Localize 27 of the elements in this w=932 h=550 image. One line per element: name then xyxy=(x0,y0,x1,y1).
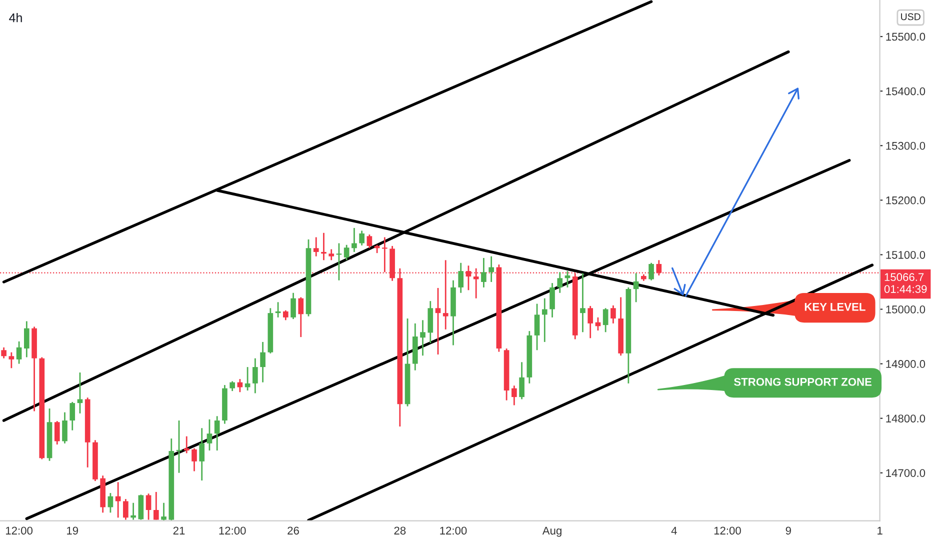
annotation: KEY LEVEL xyxy=(804,303,866,311)
annotation: STRONG SUPPORT ZONE xyxy=(734,378,872,386)
y-tick-label: 14800.0 xyxy=(886,414,926,422)
x-tick-label: 12:00 xyxy=(6,526,33,535)
y-tick-label: 15100.0 xyxy=(886,250,926,259)
x-tick-label: Aug xyxy=(542,526,562,537)
text: 01:44:39 xyxy=(884,285,927,293)
y-tick-label: 15300.0 xyxy=(886,142,926,150)
x-tick-label: 12:00 xyxy=(714,526,741,535)
x-tick-label: 12:00 xyxy=(219,526,246,535)
y-tick-label: 14900.0 xyxy=(886,360,926,368)
x-tick-label: 4 xyxy=(671,526,677,534)
x-tick-label: 26 xyxy=(288,526,299,535)
y-tick-label: 15500.0 xyxy=(886,32,926,41)
y-tick-label: 15000.0 xyxy=(886,306,926,314)
text: 4h xyxy=(9,13,22,22)
y-tick-label: 15400.0 xyxy=(886,87,926,96)
x-tick-label: 28 xyxy=(394,526,406,535)
ref-line-label: 15066.7 xyxy=(884,273,924,282)
x-tick-label: 12:00 xyxy=(440,526,467,535)
y-axis-title: USD xyxy=(901,13,920,20)
x-tick-label: 9 xyxy=(786,526,791,535)
y-tick-label: 14700.0 xyxy=(886,469,926,477)
x-tick-label: 21 xyxy=(173,526,185,534)
x-tick-label: 1 xyxy=(878,526,882,534)
y-tick-label: 15200.0 xyxy=(886,196,926,204)
x-tick-label: 19 xyxy=(67,526,78,535)
